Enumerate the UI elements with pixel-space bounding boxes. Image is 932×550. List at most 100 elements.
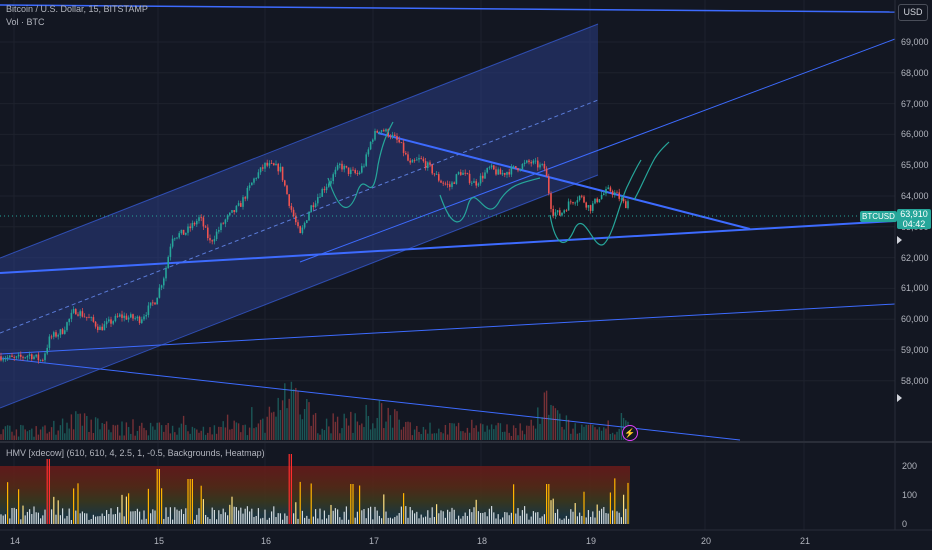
hmv-bar: [453, 509, 455, 524]
lightning-icon[interactable]: ⚡: [622, 425, 638, 441]
volume-bar: [248, 427, 251, 440]
support-trendline[interactable]: [0, 220, 896, 274]
hmv-bar: [502, 517, 504, 524]
volume-bar: [229, 429, 231, 440]
candle-body: [526, 160, 528, 163]
volume-bar: [81, 425, 84, 440]
symbol-title[interactable]: Bitcoin / U.S. Dollar, 15, BITSTAMP: [6, 4, 148, 14]
volume-bar: [39, 429, 42, 440]
candle-body: [211, 240, 213, 242]
indicator-legend[interactable]: HMV [xdecow] (610, 610, 4, 2.5, 1, -0.5,…: [6, 448, 265, 458]
volume-bar: [136, 430, 139, 440]
hmv-bar: [134, 511, 136, 524]
candle-body: [453, 182, 455, 184]
candle-body: [517, 168, 519, 171]
channel-upper-line[interactable]: [0, 23, 599, 259]
candle-body: [572, 202, 574, 204]
candle-body: [400, 142, 403, 144]
candle-body: [59, 329, 62, 335]
hmv-bar: [141, 519, 143, 524]
candle-body: [119, 314, 121, 317]
candle-body: [215, 231, 218, 240]
resistance-trendline[interactable]: [377, 132, 751, 230]
candle-body: [132, 314, 134, 319]
volume-bar: [24, 429, 26, 440]
drawn-curve-1[interactable]: [327, 121, 394, 209]
drawn-curve-2[interactable]: [439, 177, 541, 223]
price-axis-label: 62,000: [901, 252, 929, 263]
hmv-bar: [9, 518, 11, 524]
candlesticks: [0, 128, 629, 364]
volume-bar: [541, 417, 543, 440]
volume-bar: [275, 416, 277, 440]
hmv-bar: [286, 515, 288, 524]
hmv-bar: [497, 514, 499, 524]
hmv-bar: [510, 512, 512, 524]
hmv-bar: [304, 517, 306, 524]
hmv-bar: [103, 516, 105, 524]
channel-center-line[interactable]: [0, 99, 599, 334]
volume-bar: [416, 425, 418, 440]
hmv-bar: [387, 517, 389, 524]
volume-bar: [420, 434, 422, 440]
candle-body: [9, 355, 11, 358]
volume-bar: [15, 429, 18, 440]
volume-bar: [134, 435, 136, 440]
hmv-bar: [581, 515, 583, 524]
candle-body: [297, 222, 299, 227]
volume-bar: [200, 430, 202, 440]
volume-bar: [196, 429, 198, 440]
scroll-arrow-icon[interactable]: [897, 394, 902, 402]
hmv-bar: [334, 508, 336, 524]
volume-bar: [387, 407, 389, 440]
top-horizontal-trendline[interactable]: [0, 4, 896, 13]
hmv-bar: [112, 514, 114, 524]
candle-body: [237, 203, 240, 206]
candle-body: [402, 142, 405, 153]
candle-body: [292, 209, 295, 217]
hmv-bar: [121, 494, 123, 524]
volume-bar: [506, 424, 508, 440]
drawn-curve-4[interactable]: [633, 141, 670, 201]
volume-bar: [548, 414, 550, 440]
candle-body: [501, 173, 504, 175]
volume-bar: [233, 420, 235, 440]
hmv-bar: [627, 482, 629, 524]
volume-legend[interactable]: Vol · BTC: [6, 17, 45, 27]
volume-bar: [112, 424, 114, 440]
rising-long-trendline[interactable]: [299, 38, 896, 263]
hmv-bar: [44, 509, 46, 524]
candle-body: [262, 167, 264, 169]
candle-body: [121, 314, 123, 318]
regression-channel[interactable]: [0, 24, 598, 408]
falling-trendline[interactable]: [0, 357, 741, 441]
volume-bar: [189, 433, 191, 440]
candle-body: [246, 187, 249, 199]
currency-button[interactable]: USD: [898, 4, 928, 21]
candle-body: [486, 168, 488, 173]
drawn-curve-3[interactable]: [549, 159, 642, 246]
volume-bar: [565, 415, 568, 440]
hmv-bar: [205, 514, 207, 524]
volume-bar: [110, 432, 112, 440]
scroll-arrow-icon[interactable]: [897, 236, 902, 244]
volume-bar: [262, 418, 264, 440]
candle-body: [389, 136, 392, 138]
candle-body: [321, 189, 323, 197]
hmv-bar: [59, 515, 61, 524]
hmv-bar: [574, 503, 576, 524]
lower-rising-trendline[interactable]: [0, 303, 896, 355]
hmv-bar: [282, 519, 284, 524]
hmv-bar: [198, 508, 200, 524]
volume-bar: [501, 431, 504, 440]
hmv-bar: [535, 512, 537, 524]
candle-body: [537, 160, 539, 168]
candle-body: [35, 354, 37, 357]
volume-bar: [79, 413, 81, 440]
hmv-bar: [26, 511, 28, 524]
volume-bar: [453, 423, 455, 440]
candle-body: [295, 216, 297, 223]
hmv-bar: [524, 506, 526, 524]
